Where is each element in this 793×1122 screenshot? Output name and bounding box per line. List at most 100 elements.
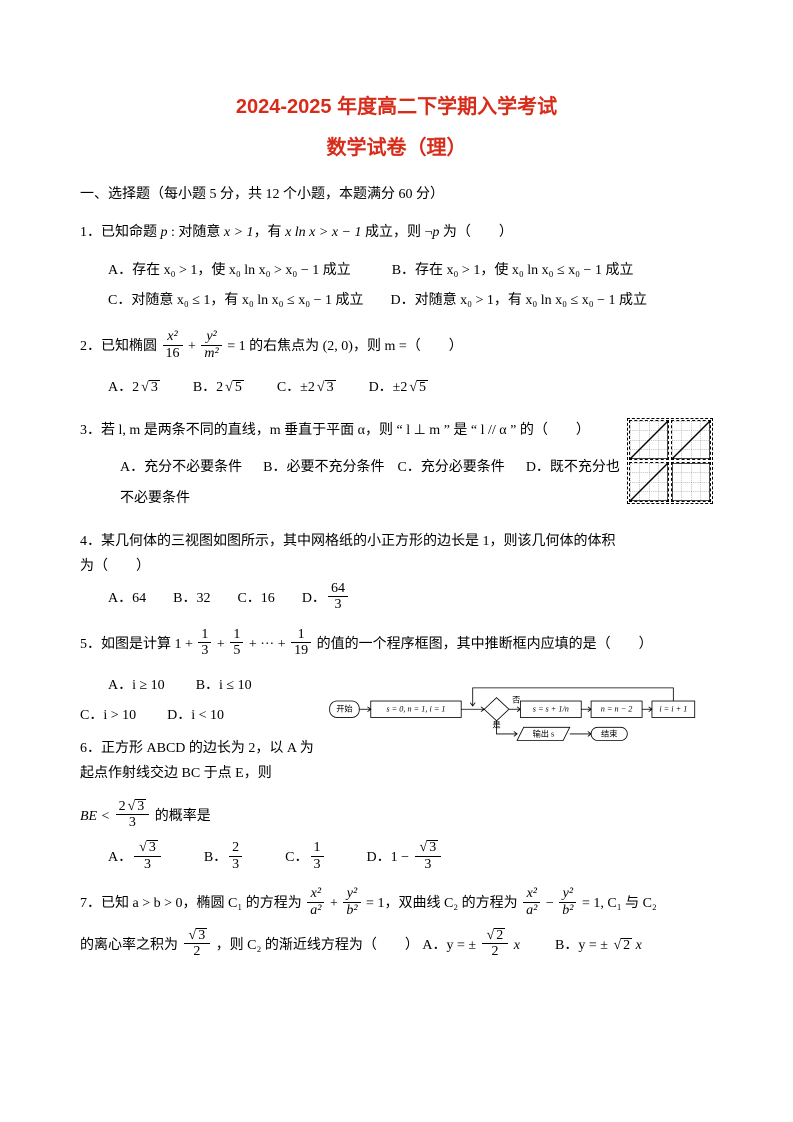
rad: 3 [149,380,160,395]
fraction: x² 16 [163,329,183,361]
num: 1 [198,627,211,643]
q4-opt-c: C．16 [237,591,274,606]
text: = 1 的右焦点为 (2, 0)，则 m =（ ） [227,339,463,354]
rad: 5 [233,380,244,395]
num: 1 [311,840,324,856]
label: A．2 [108,380,139,395]
den: 5 [230,643,243,658]
num: 1 [291,627,311,643]
num: 1 [230,627,243,643]
rad: 3 [135,799,146,814]
den: a² [310,903,321,918]
text: 的值的一个程序框图，其中推断框内应填的是（ ） [317,637,653,652]
den: b² [562,903,573,918]
q6-stem: 6．正方形 ABCD 的边长为 2，以 A 为起点作射线交边 BC 于点 E，则 [80,736,320,786]
label: B． [204,850,227,865]
q7-stem-line1: 7．已知 a > b > 0，椭圆 C₁ 的方程为 x²a² + y²b² = … [80,888,713,920]
fraction: 23 3 [116,799,150,831]
num: x² [527,886,537,901]
den: 2 [482,944,509,959]
fraction: y² m² [201,329,221,361]
q3-opt-a: A．充分不必要条件 [120,460,242,475]
num: y² [206,329,216,344]
q6-opt-b: B．23 [204,850,244,865]
page-title: 2024-2025 年度高二下学期入学考试 [80,90,713,119]
svg-text:结束: 结束 [601,728,617,738]
text: = 1，双曲线 C₂ 的方程为 [366,896,521,911]
q5-opt-d: D．i < 10 [167,708,224,723]
den: 3 [328,597,348,612]
svg-text:开始: 开始 [336,703,352,713]
rad: 3 [196,928,207,943]
q3-stem: 3．若 l, m 是两条不同的直线，m 垂直于平面 α，则 “ l ⊥ m ” … [80,418,621,443]
q6-opt-d: D．1 − 33 [367,850,444,865]
q2-stem: 2．已知椭圆 x² 16 + y² m² = 1 的右焦点为 (2, 0)，则 m … [80,331,713,363]
q2-opt-b: B．25 [193,380,244,395]
svg-text:是: 是 [492,720,500,729]
label: D．1 − [367,850,413,865]
q3-opt-c: C．充分必要条件 [397,460,504,475]
exam-page: 2024-2025 年度高二下学期入学考试 数学试卷（理） 一、选择题（每小题 … [0,0,793,1122]
q7-opt-b: B．y = ± 2 x [555,938,642,953]
q5-opt-c: C．i > 10 [80,708,136,723]
q4-opt-a: A．64 [108,591,146,606]
var-p: p [161,225,168,240]
q6-opt-a: A．33 [108,850,163,865]
q7-stem-line2: 的离心率之积为 32 ，则 C₂ 的渐近线方程为（ ） A．y = ± 22 x… [80,930,713,962]
math: x > 1 [224,225,254,240]
q2-opt-a: A．2 3 [108,380,160,395]
q2-opt-d: D．±2 5 [369,380,428,395]
coef: 2 [119,799,126,814]
den: 3 [311,857,324,872]
rad: 3 [147,840,158,855]
q5-options: A．i ≥ 10 B．i ≤ 10 C．i > 10 D．i < 10 [80,671,320,733]
var: x [510,938,520,953]
label: A．y = ± [422,938,479,953]
den: 3 [134,857,161,872]
q6-condition: BE < 23 3 的概率是 [80,801,713,833]
q1-options: A．存在 x₀ > 1，使 x₀ ln x₀ > x₀ − 1 成立 B．存在 … [80,256,713,318]
text: 5．如图是计算 1 + [80,637,196,652]
q3-options: A．充分不必要条件 B．必要不充分条件 C．充分必要条件 D．既不充分也不必要条… [80,453,621,515]
q2-opt-c: C．±23 [277,380,336,395]
den: 19 [291,643,311,658]
q7-opt-a: A．y = ± 22 x [422,938,520,953]
text: 为（ ） [439,225,513,240]
flowchart-figure: 开始 s = 0, n = 1, i = 1 否 是 s = s + 1/n n… [328,675,698,755]
label: A． [108,850,132,865]
den: 3 [198,643,211,658]
den: a² [526,903,537,918]
text: : 对随意 [168,225,224,240]
text: 2．已知椭圆 [80,339,161,354]
den: 3 [229,857,242,872]
q1-stem: 1．已知命题 p : 对随意 x > 1，有 x ln x > x − 1 成立… [80,220,713,245]
svg-text:否: 否 [512,695,520,704]
den: 16 [163,346,183,361]
den: 3 [415,857,442,872]
num: 2 [229,840,242,856]
text: − [546,896,557,911]
var: x [632,938,642,953]
rad: 5 [417,380,428,395]
text: 的离心率之积为 [80,938,182,953]
label: C．±2 [277,380,315,395]
num: y² [563,886,573,901]
page-subtitle: 数学试卷（理） [80,131,713,160]
q4-opt-b: B．32 [173,591,210,606]
math: x ln x > x − 1 [285,225,361,240]
text: + [330,896,341,911]
rad: 2 [494,928,505,943]
q1-opt-a: A．存在 x₀ > 1，使 x₀ ln x₀ > x₀ − 1 成立 [108,263,351,278]
svg-text:i = i + 1: i = i + 1 [659,704,687,713]
num: 64 [328,581,348,597]
rad: 2 [621,938,632,953]
num: x² [167,329,177,344]
label: D．±2 [369,380,408,395]
text: + [188,339,199,354]
den: 2 [184,944,211,959]
text: 成立，则 ¬ [362,225,433,240]
three-view-figure [627,418,713,504]
q4-opt-d: D．643 [302,591,350,606]
rad: 3 [427,840,438,855]
den: m² [204,346,218,361]
